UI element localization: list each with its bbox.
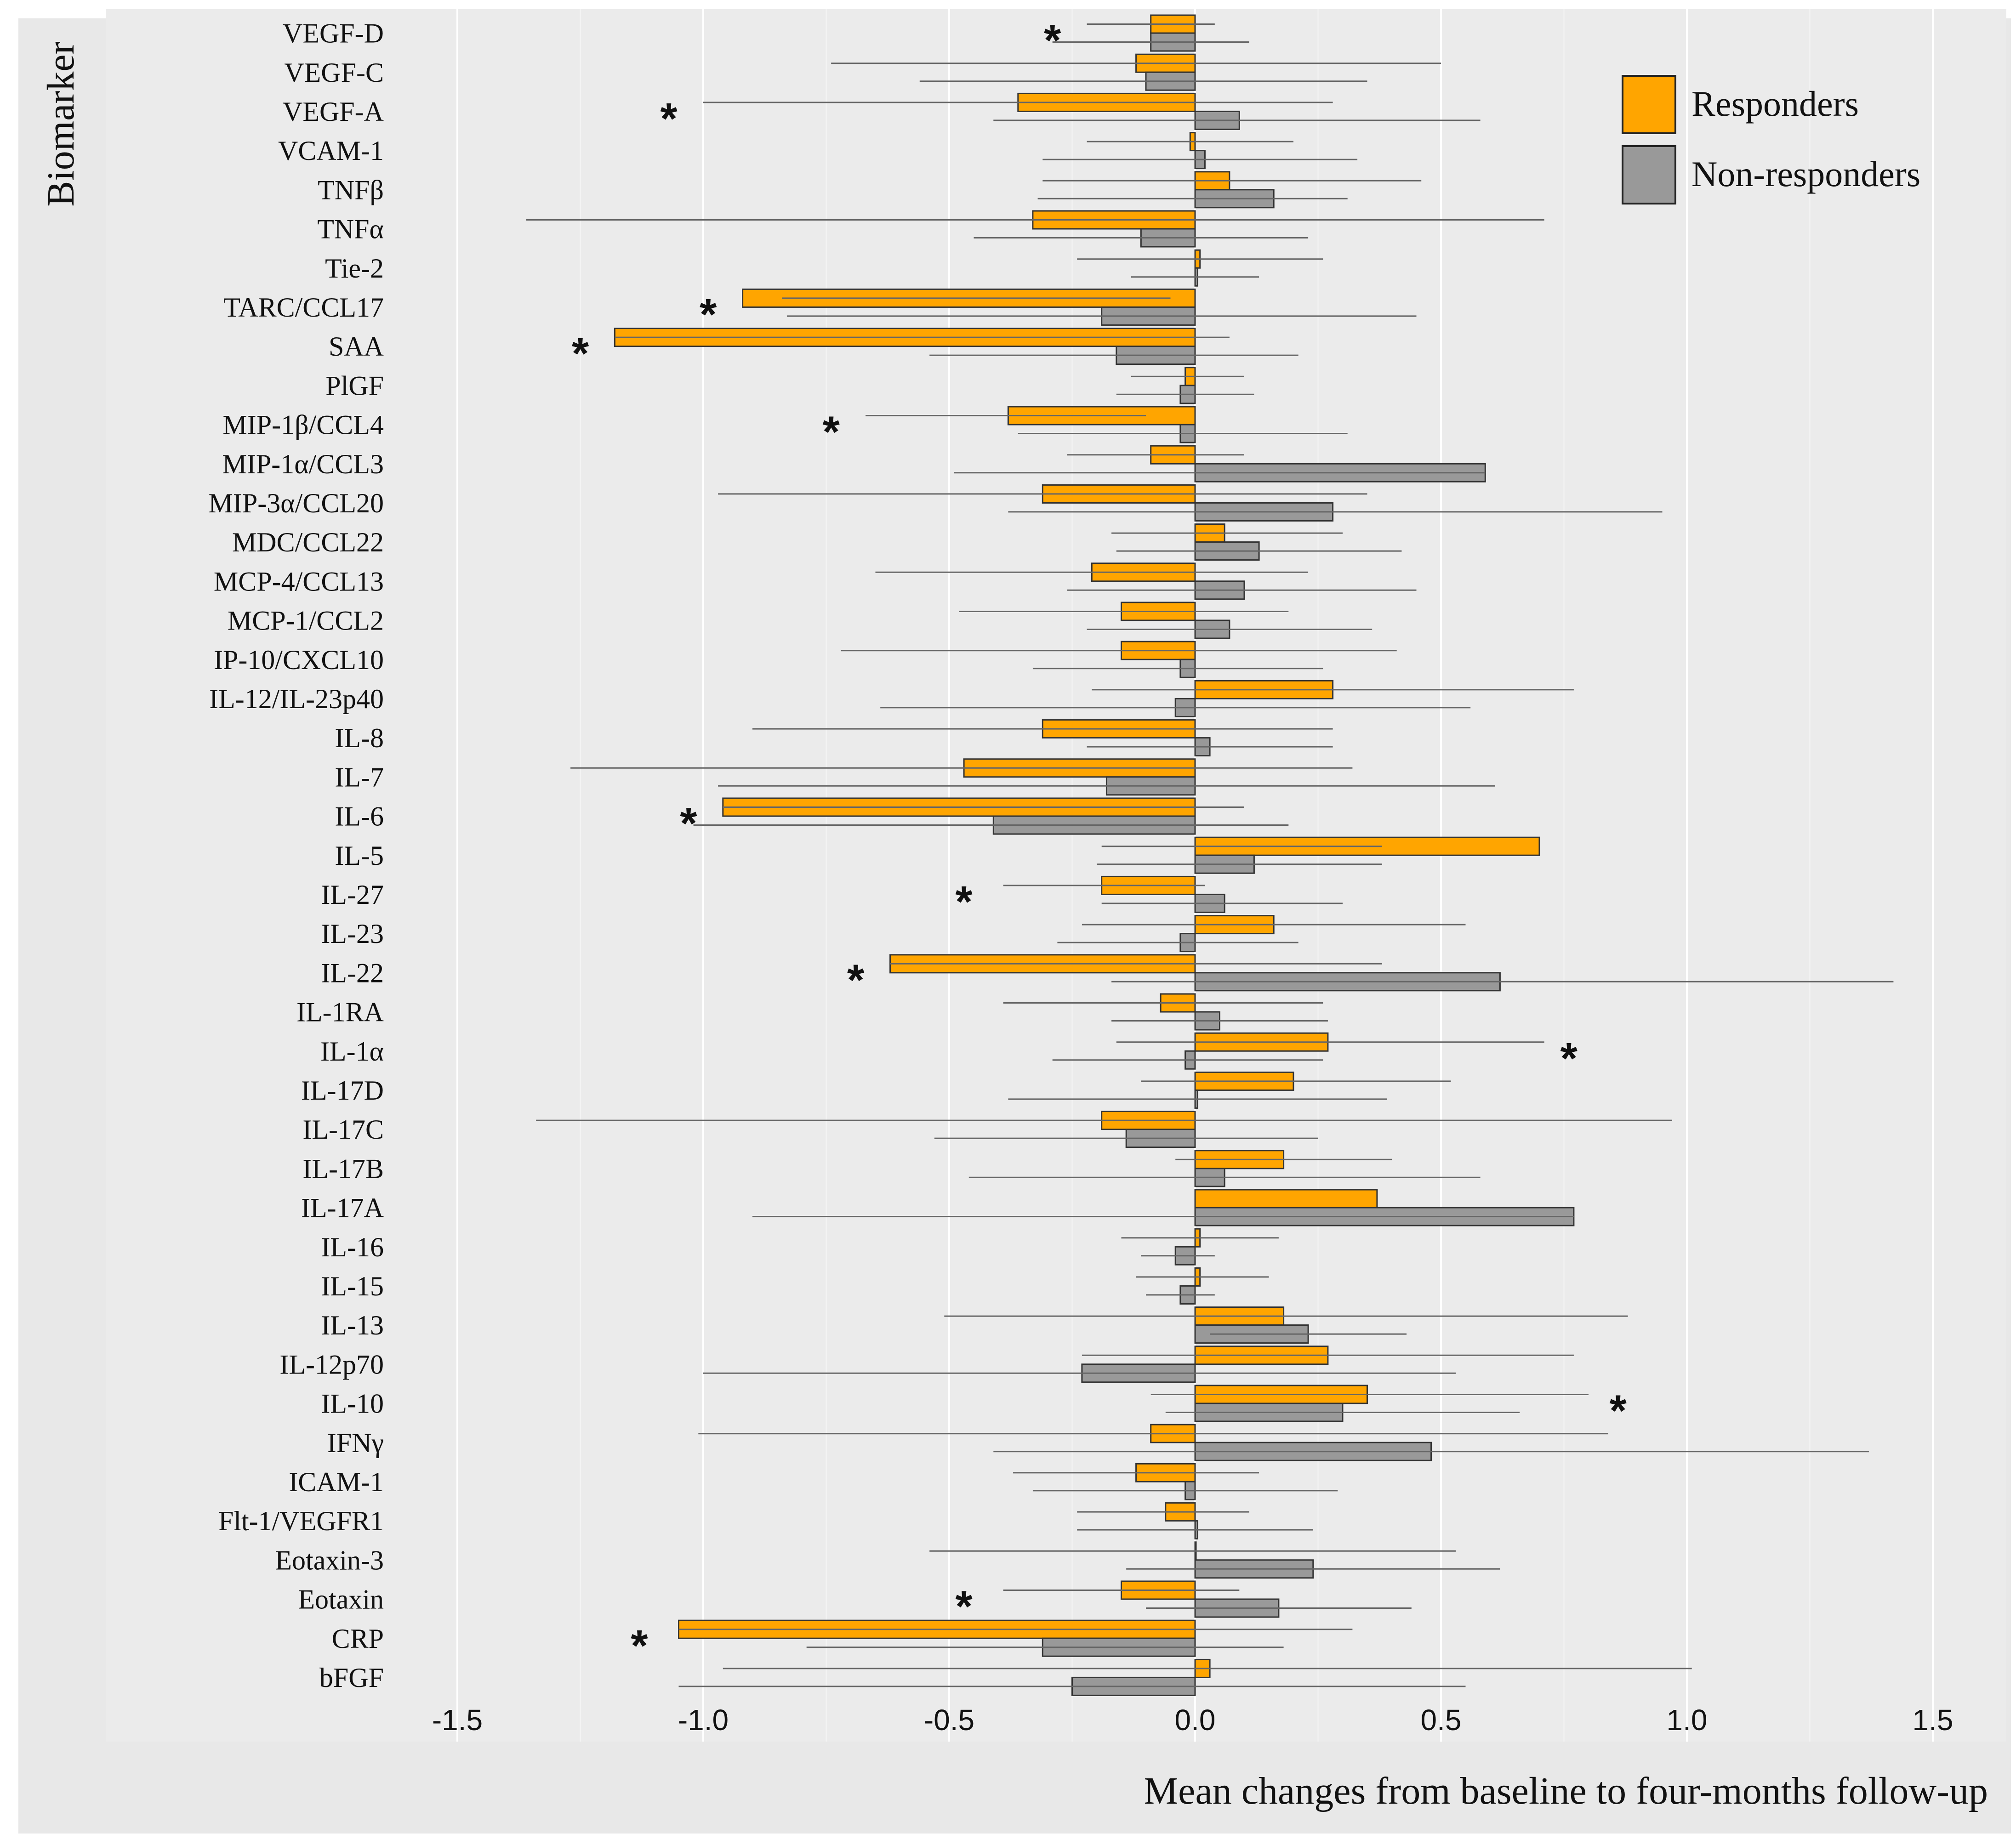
x-tick-label: 0.5 [1421, 1703, 1462, 1737]
significance-star: * [823, 408, 840, 457]
plot-panel [106, 9, 2006, 1742]
legend-label-responders: Responders [1691, 84, 1859, 124]
significance-star: * [847, 955, 865, 1005]
category-label: Flt-1/VEGFR1 [218, 1506, 384, 1536]
x-tick-label: -0.5 [924, 1703, 974, 1737]
significance-star: * [955, 877, 973, 926]
category-label: IL-27 [321, 880, 384, 910]
category-label: MIP-3α/CCL20 [209, 488, 384, 518]
category-label: MCP-1/CCL2 [228, 606, 384, 636]
category-label: IL-17C [302, 1114, 384, 1145]
category-label: MIP-1β/CCL4 [222, 410, 384, 440]
significance-star: * [1610, 1386, 1627, 1436]
category-label: TARC/CCL17 [223, 292, 384, 323]
significance-star: * [631, 1621, 648, 1670]
category-label: IL-17B [302, 1153, 384, 1184]
category-label: IL-12/IL-23p40 [209, 684, 384, 714]
category-label: Eotaxin [298, 1584, 384, 1615]
category-label: IL-23 [321, 919, 384, 949]
category-label: VEGF-C [284, 57, 384, 88]
significance-star: * [660, 94, 678, 143]
category-label: IL-10 [321, 1389, 384, 1419]
category-label: IL-17A [301, 1193, 384, 1223]
category-label: IFNγ [327, 1428, 384, 1458]
category-label: PlGF [325, 370, 384, 401]
bar-responders [1194, 1189, 1378, 1209]
category-label: bFGF [319, 1663, 384, 1693]
category-label: IL-12p70 [279, 1349, 384, 1379]
category-label: IL-8 [335, 723, 384, 753]
category-label: Tie-2 [325, 253, 384, 284]
category-label: VCAM-1 [278, 136, 384, 166]
error-bars [526, 23, 1894, 1687]
significance-star: * [680, 799, 697, 848]
category-label: IL-7 [335, 762, 384, 792]
legend-swatch-non-responders [1622, 145, 1676, 204]
category-label: VEGF-D [283, 18, 384, 49]
x-tick-labels: -1.5 -1.0 -0.5 0.0 0.5 1.0 1.5 [432, 1703, 1953, 1737]
legend: Responders Non-responders [1622, 75, 1920, 204]
category-label: IL-1RA [296, 997, 384, 1028]
legend-label-non-responders: Non-responders [1691, 154, 1920, 194]
category-label: IL-16 [321, 1232, 384, 1262]
category-label: TNFα [317, 214, 384, 244]
category-label: IP-10/CXCL10 [214, 645, 384, 675]
x-tick-label: -1.5 [432, 1703, 483, 1737]
category-labels: VEGF-D VEGF-C VEGF-A VCAM-1 TNFβ TNFα Tie-2 TAR… [209, 18, 384, 1693]
category-label: IL-13 [321, 1310, 384, 1340]
xlabel-strip [18, 1748, 2011, 1834]
x-tick-label: 1.5 [1913, 1703, 1953, 1737]
category-label: SAA [329, 331, 384, 362]
legend-swatch-responders [1622, 75, 1676, 134]
category-label: MCP-4/CCL13 [214, 566, 384, 596]
significance-star: * [1044, 16, 1061, 65]
category-label: IL-15 [321, 1271, 384, 1301]
category-label: IL-1α [320, 1036, 384, 1067]
category-label: MDC/CCL22 [232, 527, 384, 557]
category-label: ICAM-1 [289, 1467, 384, 1497]
significance-star: * [700, 290, 717, 339]
x-tick-label: -1.0 [678, 1703, 729, 1737]
x-tick-label: 0.0 [1175, 1703, 1216, 1737]
significance-markers: * * * * * * * * * * * * [572, 16, 1627, 1670]
category-label: MIP-1α/CCL3 [222, 449, 384, 479]
category-label: CRP [332, 1624, 384, 1654]
significance-star: * [572, 329, 589, 378]
category-label: IL-22 [321, 958, 384, 988]
y-axis-title: Biomarker [40, 41, 82, 206]
category-label: VEGF-A [283, 97, 384, 127]
x-tick-label: 1.0 [1667, 1703, 1708, 1737]
x-axis-title: Mean changes from baseline to four-month… [1144, 1770, 1988, 1812]
category-label: IL-17D [301, 1075, 384, 1106]
category-label: IL-5 [335, 840, 384, 871]
category-label: Eotaxin-3 [275, 1545, 384, 1575]
category-label: IL-6 [335, 801, 384, 832]
significance-star: * [1560, 1034, 1578, 1083]
category-label: TNFβ [318, 175, 384, 205]
significance-star: * [955, 1582, 973, 1631]
